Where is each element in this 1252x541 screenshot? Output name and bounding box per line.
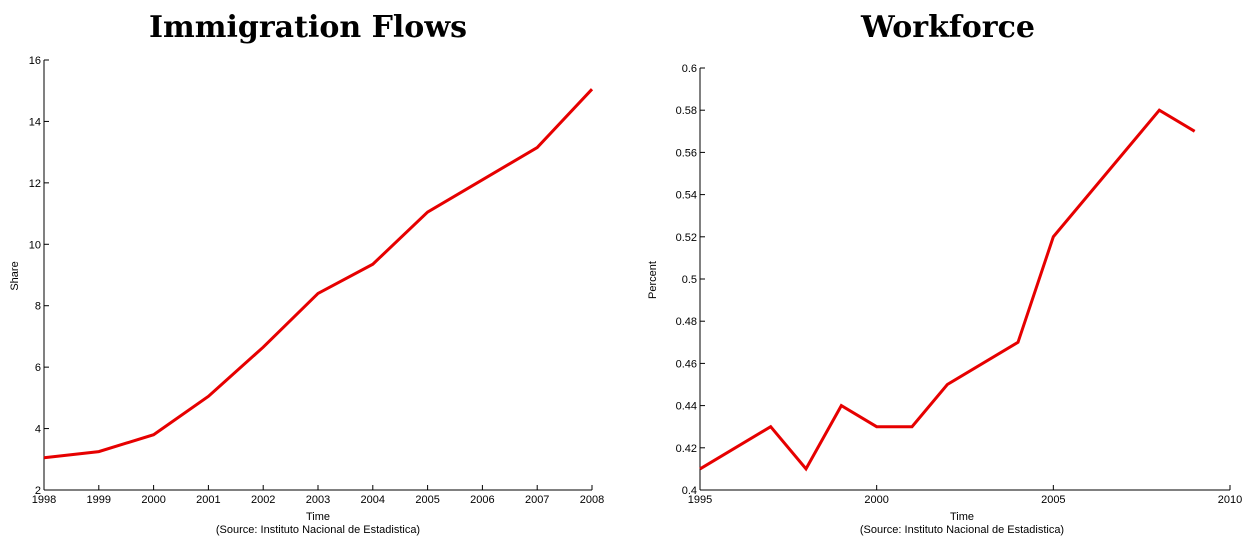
y-tick-label: 0.42 bbox=[676, 443, 697, 455]
y-tick-label: 10 bbox=[29, 239, 41, 251]
x-axis-label: Time bbox=[950, 511, 974, 523]
y-tick-label: 0.54 bbox=[676, 190, 697, 202]
y-tick-label: 0.6 bbox=[682, 63, 697, 75]
x-tick-label: 2000 bbox=[141, 494, 165, 506]
y-tick-label: 0.44 bbox=[676, 401, 697, 413]
source-note: (Source: Instituto Nacional de Estadisti… bbox=[860, 524, 1064, 536]
y-tick-label: 16 bbox=[29, 55, 41, 67]
x-tick-label: 2001 bbox=[196, 494, 220, 506]
x-tick-label: 1995 bbox=[688, 494, 712, 506]
y-tick-label: 0.46 bbox=[676, 358, 697, 370]
x-tick-label: 2005 bbox=[415, 494, 439, 506]
chart-title: Immigration Flows bbox=[149, 10, 467, 45]
x-tick-label: 2008 bbox=[580, 494, 604, 506]
x-tick-label: 1999 bbox=[87, 494, 111, 506]
chart-title: Workforce bbox=[860, 10, 1035, 45]
x-tick-label: 2004 bbox=[361, 494, 385, 506]
y-tick-label: 4 bbox=[35, 424, 41, 436]
workforce-chart: Workforce Percent Time (Source: Institut… bbox=[647, 10, 1242, 536]
y-tick-label: 0.58 bbox=[676, 105, 697, 117]
y-tick-label: 14 bbox=[29, 116, 41, 128]
x-tick-label: 2003 bbox=[306, 494, 330, 506]
x-tick-label: 2007 bbox=[525, 494, 549, 506]
y-tick-label: 2 bbox=[35, 485, 41, 497]
y-axis-label: Share bbox=[9, 261, 21, 290]
x-tick-label: 2010 bbox=[1218, 494, 1242, 506]
y-tick-label: 12 bbox=[29, 178, 41, 190]
y-tick-label: 0.5 bbox=[682, 274, 697, 286]
y-tick-label: 0.52 bbox=[676, 232, 697, 244]
y-tick-label: 6 bbox=[35, 362, 41, 374]
y-tick-label: 0.56 bbox=[676, 147, 697, 159]
y-tick-label: 8 bbox=[35, 301, 41, 313]
x-tick-label: 2002 bbox=[251, 494, 275, 506]
series-line bbox=[699, 108, 1196, 472]
x-tick-label: 2006 bbox=[470, 494, 494, 506]
y-tick-label: 0.4 bbox=[682, 485, 697, 497]
x-tick-label: 2000 bbox=[864, 494, 888, 506]
source-note: (Source: Instituto Nacional de Estadisti… bbox=[216, 524, 420, 536]
y-tick-label: 0.48 bbox=[676, 316, 697, 328]
series-line bbox=[43, 88, 594, 460]
y-axis-label: Percent bbox=[647, 261, 659, 299]
x-axis-label: Time bbox=[306, 511, 330, 523]
x-tick-label: 2005 bbox=[1041, 494, 1065, 506]
x-tick-label: 1998 bbox=[32, 494, 56, 506]
immigration-flows-chart: Immigration Flows Share Time (Source: In… bbox=[9, 10, 604, 536]
